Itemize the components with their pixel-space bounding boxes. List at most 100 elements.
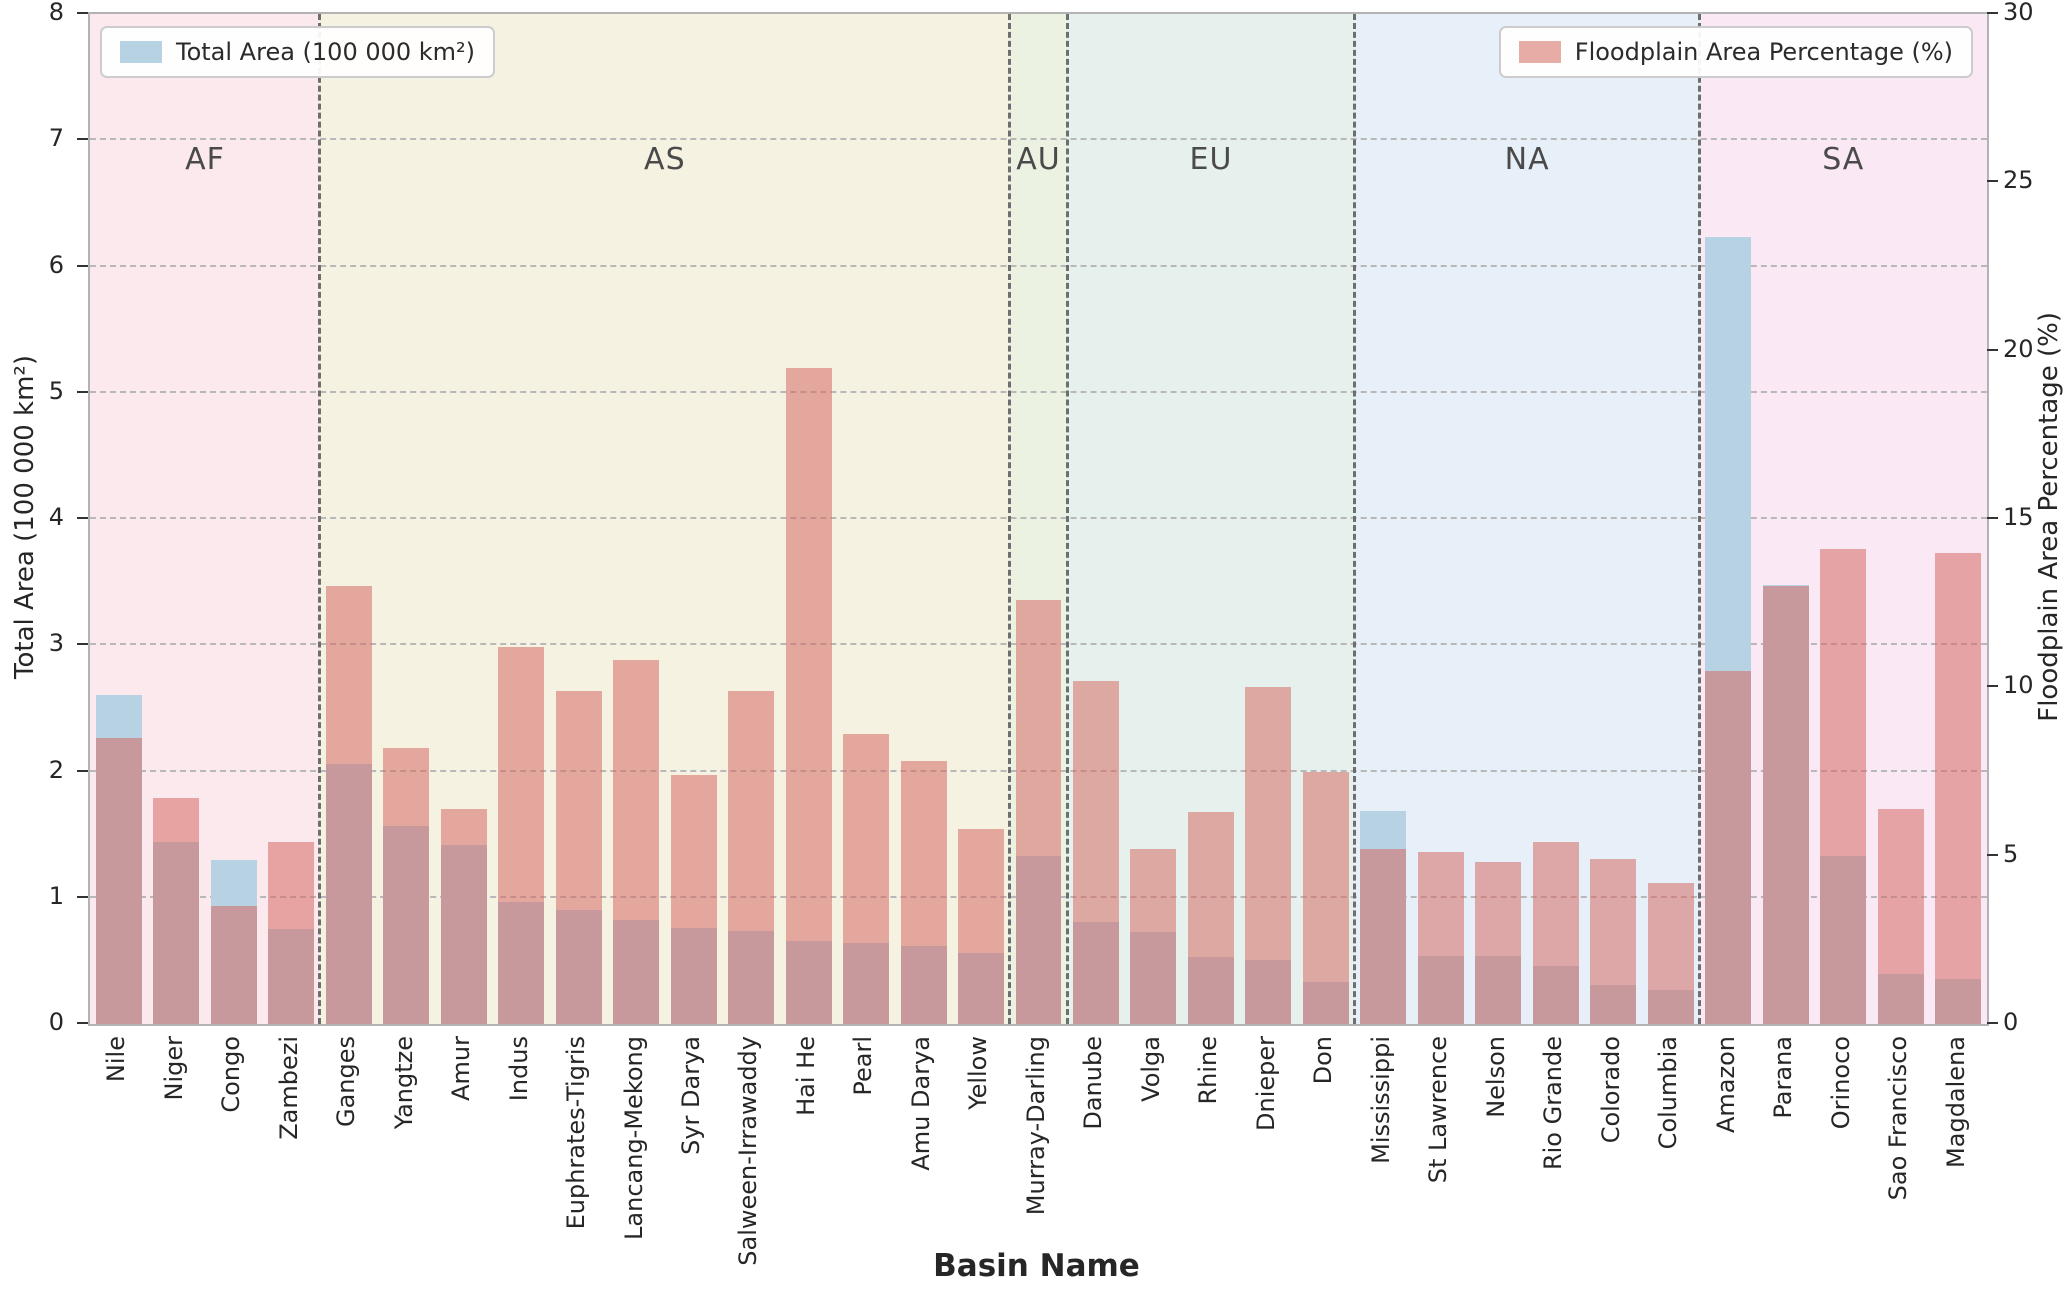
x-tick-label: Amazon <box>1711 1036 1740 1133</box>
y-tick-label-right: 5 <box>2003 839 2019 868</box>
x-tick-label: Niger <box>159 1036 188 1101</box>
legend-swatch-blue <box>120 41 162 63</box>
x-tick-label: Euphrates-Tigris <box>562 1036 591 1230</box>
x-tick-label: Danube <box>1079 1036 1108 1130</box>
floodplain-bar <box>958 828 1004 1024</box>
y-tick-mark-left <box>77 138 88 141</box>
floodplain-bar <box>1590 859 1637 1024</box>
floodplain-bar <box>1475 862 1522 1024</box>
x-tick-label: Orinoco <box>1826 1036 1855 1130</box>
x-tick-label: Yellow <box>964 1036 993 1110</box>
y-tick-mark-left <box>77 390 88 393</box>
region-band-as: AS <box>319 14 1010 1024</box>
region-boundary-line <box>1008 14 1012 1024</box>
y-tick-label-right: 15 <box>2003 503 2034 531</box>
floodplain-bar <box>613 660 660 1024</box>
x-tick-label: Syr Darya <box>676 1036 705 1155</box>
x-tick-label: Indus <box>504 1036 533 1102</box>
y-tick-label-left: 8 <box>48 0 64 26</box>
x-tick-label: Magdalena <box>1941 1036 1970 1168</box>
y-tick-label-left: 4 <box>48 503 64 531</box>
y-tick-label-left: 5 <box>48 376 64 405</box>
y-tick-mark-left <box>77 643 88 646</box>
y-tick-label-right: 30 <box>2003 0 2034 26</box>
y-tick-mark-right <box>1987 853 1998 856</box>
y-tick-label-left: 6 <box>48 250 64 279</box>
region-label-sa: SA <box>1822 142 1865 177</box>
x-tick-label: Congo <box>217 1036 246 1113</box>
region-label-eu: EU <box>1189 142 1233 177</box>
region-boundary-line <box>1353 14 1357 1024</box>
floodplain-bar <box>383 747 430 1024</box>
region-label-as: AS <box>644 142 686 177</box>
y-tick-mark-left <box>77 1022 88 1024</box>
floodplain-bar <box>153 798 200 1024</box>
y-tick-mark-left <box>77 895 88 898</box>
x-tick-label: Yangtze <box>389 1036 418 1130</box>
x-tick-label: Columbia <box>1654 1036 1683 1150</box>
floodplain-bar <box>325 586 372 1024</box>
floodplain-bar <box>210 906 257 1024</box>
floodplain-bar <box>1820 549 1867 1024</box>
x-tick-label: Amur <box>447 1036 476 1101</box>
floodplain-bar <box>1187 811 1234 1024</box>
x-tick-label: Amu Darya <box>906 1036 935 1171</box>
x-tick-label: Lancang-Mekong <box>619 1036 648 1240</box>
x-tick-label: Mississippi <box>1366 1036 1395 1164</box>
region-band-na: NA <box>1354 14 1700 1024</box>
x-tick-label: Salween-Irrawaddy <box>734 1036 763 1266</box>
x-tick-label: Rio Grande <box>1539 1036 1568 1171</box>
x-tick-label: Nelson <box>1481 1036 1510 1118</box>
floodplain-bar <box>268 842 315 1024</box>
y-tick-mark-right <box>1987 12 1998 14</box>
floodplain-bar <box>1647 882 1694 1024</box>
x-axis-title: Basin Name <box>933 1248 1140 1284</box>
y-tick-label-left: 2 <box>48 755 64 784</box>
x-tick-label: Ganges <box>332 1036 361 1128</box>
y-tick-mark-left <box>77 12 88 14</box>
y-tick-mark-right <box>1987 348 1998 351</box>
x-tick-label: Hai He <box>791 1036 820 1116</box>
y-tick-mark-left <box>77 769 88 772</box>
y-tick-mark-left <box>77 517 88 519</box>
x-tick-label: Colorado <box>1596 1036 1625 1144</box>
floodplain-bar <box>1360 848 1407 1024</box>
floodplain-bar <box>1302 771 1349 1024</box>
region-boundary-line <box>1065 14 1069 1024</box>
y-tick-label-left: 0 <box>48 1008 64 1036</box>
floodplain-bar <box>785 367 832 1024</box>
x-tick-label: Murray-Darling <box>1021 1036 1050 1216</box>
y-tick-label-right: 0 <box>2003 1008 2019 1036</box>
floodplain-bar <box>555 690 602 1024</box>
floodplain-bar <box>728 690 775 1024</box>
x-tick-label: Parana <box>1769 1036 1798 1119</box>
region-boundary-line <box>318 14 322 1024</box>
gridline <box>90 138 1987 141</box>
region-label-af: AF <box>185 142 225 177</box>
y-tick-label-right: 20 <box>2003 334 2034 363</box>
y-tick-label-left: 7 <box>48 124 64 153</box>
y-tick-label-right: 10 <box>2003 671 2034 700</box>
region-boundary-line <box>1698 14 1702 1024</box>
y-axis-title-right: Floodplain Area Percentage (%) <box>2034 312 2064 722</box>
y-tick-mark-right <box>1987 685 1998 688</box>
floodplain-bar <box>1245 687 1292 1024</box>
region-label-au: AU <box>1016 142 1061 177</box>
floodplain-bar <box>1417 852 1464 1024</box>
floodplain-bar <box>1532 842 1579 1024</box>
y-tick-mark-right <box>1987 180 1998 183</box>
x-tick-label: Volga <box>1136 1036 1165 1102</box>
gridline <box>90 390 1987 393</box>
y-tick-label-left: 1 <box>48 881 64 910</box>
floodplain-bar <box>1877 808 1924 1024</box>
x-tick-label: Pearl <box>849 1036 878 1096</box>
floodplain-bar <box>1935 552 1982 1024</box>
floodplain-bar <box>440 808 487 1024</box>
floodplain-bar <box>1705 670 1752 1024</box>
y-tick-label-left: 3 <box>48 629 64 658</box>
gridline <box>90 517 1987 519</box>
x-tick-label: Dnieper <box>1251 1036 1280 1131</box>
floodplain-bar <box>95 737 142 1024</box>
y-axis-title-left: Total Area (100 000 km²) <box>10 355 40 679</box>
